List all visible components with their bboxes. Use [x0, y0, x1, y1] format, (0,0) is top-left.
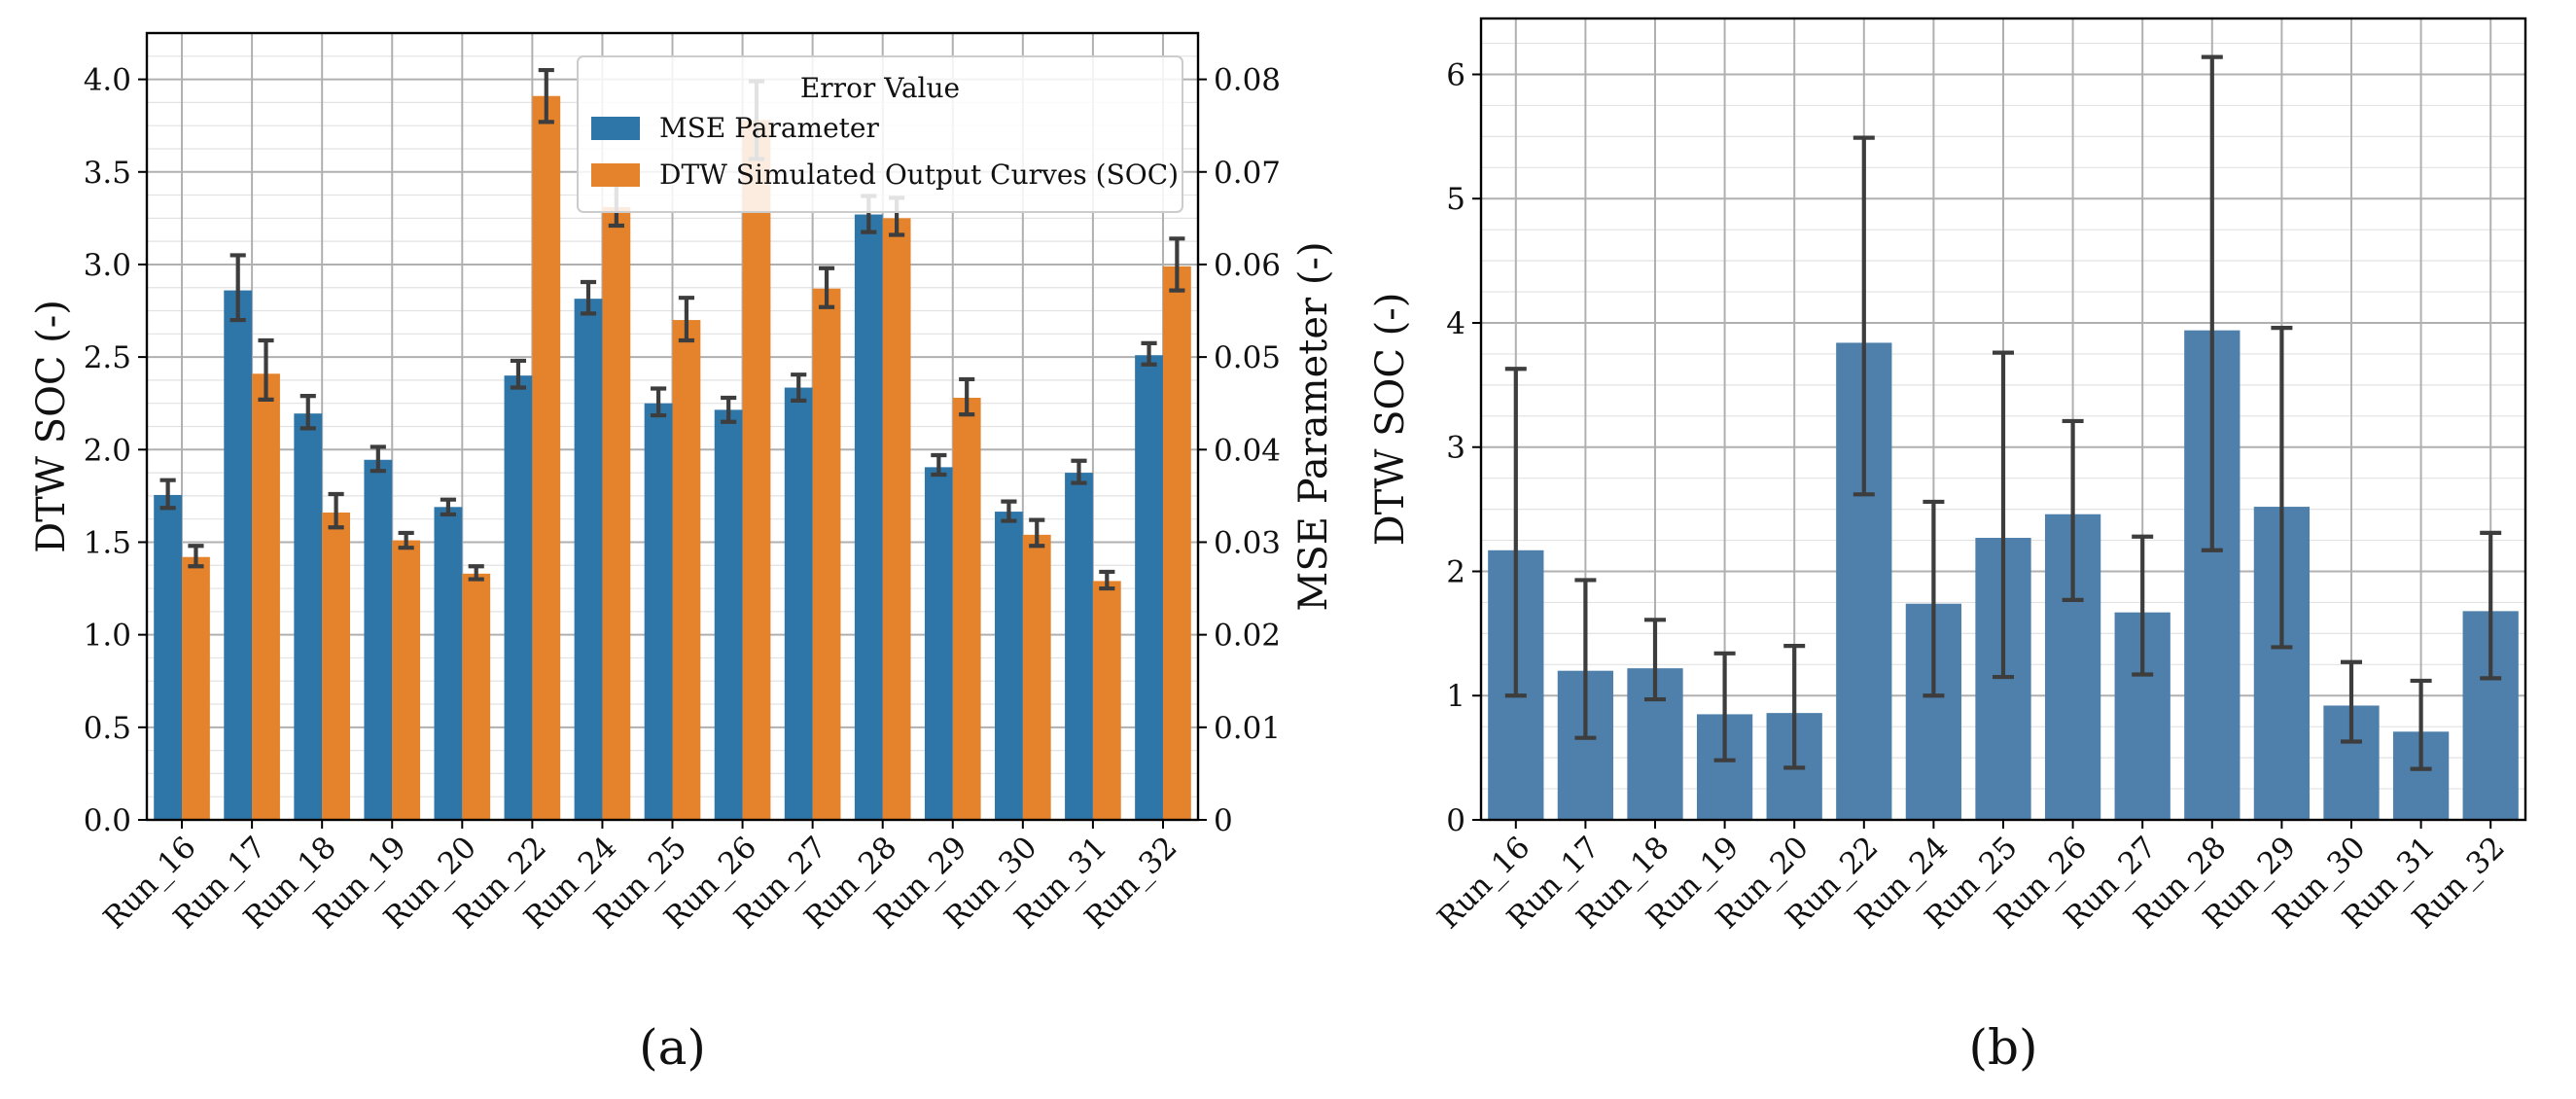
bar: [854, 214, 883, 820]
y-right-tick-label: 0.01: [1214, 711, 1281, 746]
legend-swatch: [591, 117, 640, 140]
bar: [434, 507, 463, 820]
bar: [924, 467, 953, 820]
y-tick-label: 0.5: [84, 711, 131, 746]
y-right-tick-label: 0.06: [1214, 248, 1281, 283]
legend-title: Error Value: [800, 72, 960, 104]
y-tick-label: 2.0: [84, 433, 131, 468]
bar: [462, 573, 491, 820]
bar: [644, 403, 673, 820]
y-tick-label: 1: [1446, 679, 1465, 714]
bar: [294, 413, 323, 820]
bar: [742, 120, 771, 820]
bar: [1162, 266, 1191, 820]
y-tick-label: 5: [1446, 182, 1465, 217]
y-tick-label: 3.5: [84, 156, 131, 191]
chart-panel-b: 0123456Run_16Run_17Run_18Run_19Run_20Run…: [1368, 17, 2527, 1076]
bar: [812, 288, 841, 820]
bar: [322, 513, 350, 820]
y-right-tick-label: 0: [1214, 803, 1233, 838]
y-right-tick-label: 0.02: [1214, 619, 1281, 654]
bar: [532, 95, 561, 821]
bar: [182, 556, 210, 820]
bar: [1135, 355, 1163, 820]
y-tick-label: 1.0: [84, 619, 131, 654]
y-right-tick-label: 0.03: [1214, 525, 1281, 560]
y-axis-label: DTW SOC (-): [29, 300, 74, 553]
bar: [154, 494, 183, 820]
y-tick-label: 4.0: [84, 63, 131, 98]
y-tick-label: 3: [1446, 431, 1465, 466]
y-tick-label: 6: [1446, 57, 1465, 92]
legend-label: DTW Simulated Output Curves (SOC): [659, 159, 1179, 191]
bar: [574, 299, 603, 820]
y-tick-label: 1.5: [84, 525, 131, 560]
legend-box: [577, 55, 1183, 213]
bar: [714, 409, 743, 820]
y-right-axis-label: MSE Parameter (-): [1291, 241, 1336, 611]
bar: [252, 373, 280, 820]
panel-label: (b): [1968, 1019, 2037, 1076]
chart-panel-a: 0.00.51.01.52.02.53.03.54.0Run_16Run_17R…: [29, 31, 1336, 1076]
bar: [364, 459, 393, 820]
y-tick-label: 0: [1446, 803, 1465, 838]
bar: [504, 375, 533, 820]
bar: [995, 512, 1023, 820]
bar: [1065, 473, 1093, 820]
bar: [672, 320, 701, 820]
bar: [784, 387, 813, 820]
legend-swatch: [591, 163, 640, 187]
y-right-tick-label: 0.04: [1214, 433, 1281, 468]
y-axis-label: DTW SOC (-): [1368, 293, 1413, 547]
bar: [1092, 581, 1121, 820]
bar: [952, 397, 981, 820]
y-tick-label: 0.0: [84, 803, 131, 838]
bar: [882, 218, 911, 821]
y-tick-label: 4: [1446, 306, 1465, 341]
y-tick-label: 2: [1446, 554, 1465, 589]
bar: [602, 206, 631, 820]
bar: [224, 290, 253, 820]
legend-label: MSE Parameter: [659, 112, 879, 144]
y-right-tick-label: 0.05: [1214, 340, 1281, 375]
y-tick-label: 2.5: [84, 340, 131, 375]
bar: [1022, 534, 1051, 820]
panel-label: (a): [639, 1019, 706, 1076]
y-right-tick-label: 0.08: [1214, 63, 1281, 98]
bar: [392, 540, 421, 820]
y-tick-label: 3.0: [84, 248, 131, 283]
y-right-tick-label: 0.07: [1214, 156, 1281, 191]
